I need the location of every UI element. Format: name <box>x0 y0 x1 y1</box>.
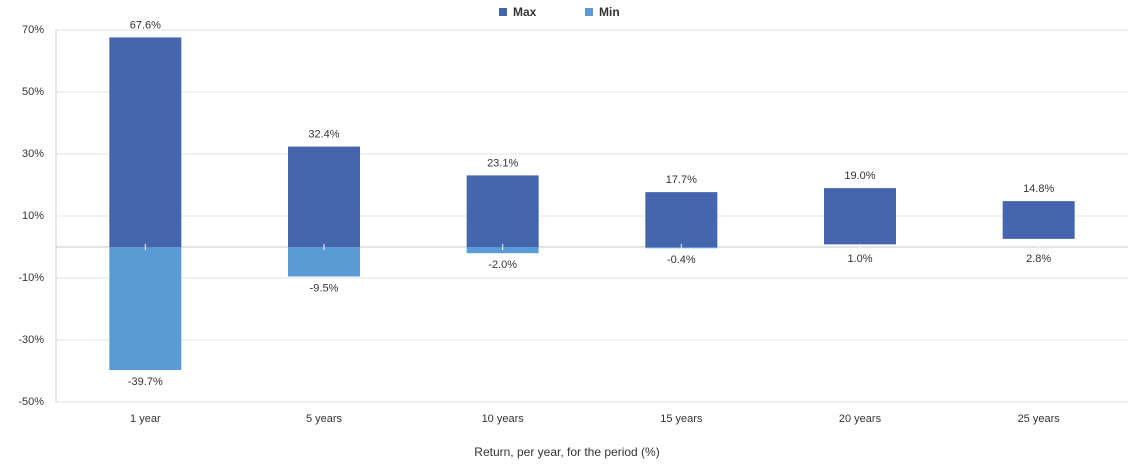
x-tick-label: 25 years <box>1018 413 1061 425</box>
x-tick-label: 5 years <box>306 413 343 425</box>
bar-max <box>109 37 182 247</box>
bar-max <box>288 146 360 247</box>
data-label: 14.8% <box>1023 183 1054 195</box>
y-tick-label: 50% <box>22 86 44 98</box>
data-label: 1.0% <box>847 253 872 265</box>
bar-min <box>466 247 539 254</box>
legend-swatch <box>499 8 507 16</box>
legend-swatch <box>585 8 593 16</box>
x-tick-label: 10 years <box>482 413 525 425</box>
y-tick-label: -10% <box>18 272 44 284</box>
x-tick-label: 15 years <box>660 413 703 425</box>
data-label: -39.7% <box>128 376 163 388</box>
y-tick-label: 30% <box>22 148 44 160</box>
bar-max <box>466 175 539 247</box>
data-label: 23.1% <box>487 157 518 169</box>
legend-label: Min <box>599 5 620 19</box>
bar-max <box>1002 201 1075 239</box>
x-tick-label: 20 years <box>839 413 882 425</box>
data-label: -0.4% <box>667 254 696 266</box>
x-axis-title: Return, per year, for the period (%) <box>474 445 659 459</box>
data-label: 19.0% <box>844 170 875 182</box>
data-label: 32.4% <box>308 128 339 140</box>
y-tick-label: -50% <box>18 396 44 408</box>
data-label: -9.5% <box>310 282 339 294</box>
data-label: 17.7% <box>666 174 697 186</box>
y-tick-label: -30% <box>18 334 44 346</box>
data-label: -2.0% <box>488 259 517 271</box>
bar-max <box>824 188 896 244</box>
data-label: 67.6% <box>130 19 161 31</box>
bar-max <box>645 192 718 247</box>
legend-label: Max <box>513 5 537 19</box>
y-tick-label: 70% <box>22 24 44 36</box>
x-tick-label: 1 year <box>130 413 161 425</box>
bar-min <box>109 247 182 371</box>
y-tick-label: 10% <box>22 210 44 222</box>
data-label: 2.8% <box>1026 253 1051 265</box>
bar-min <box>288 247 360 277</box>
